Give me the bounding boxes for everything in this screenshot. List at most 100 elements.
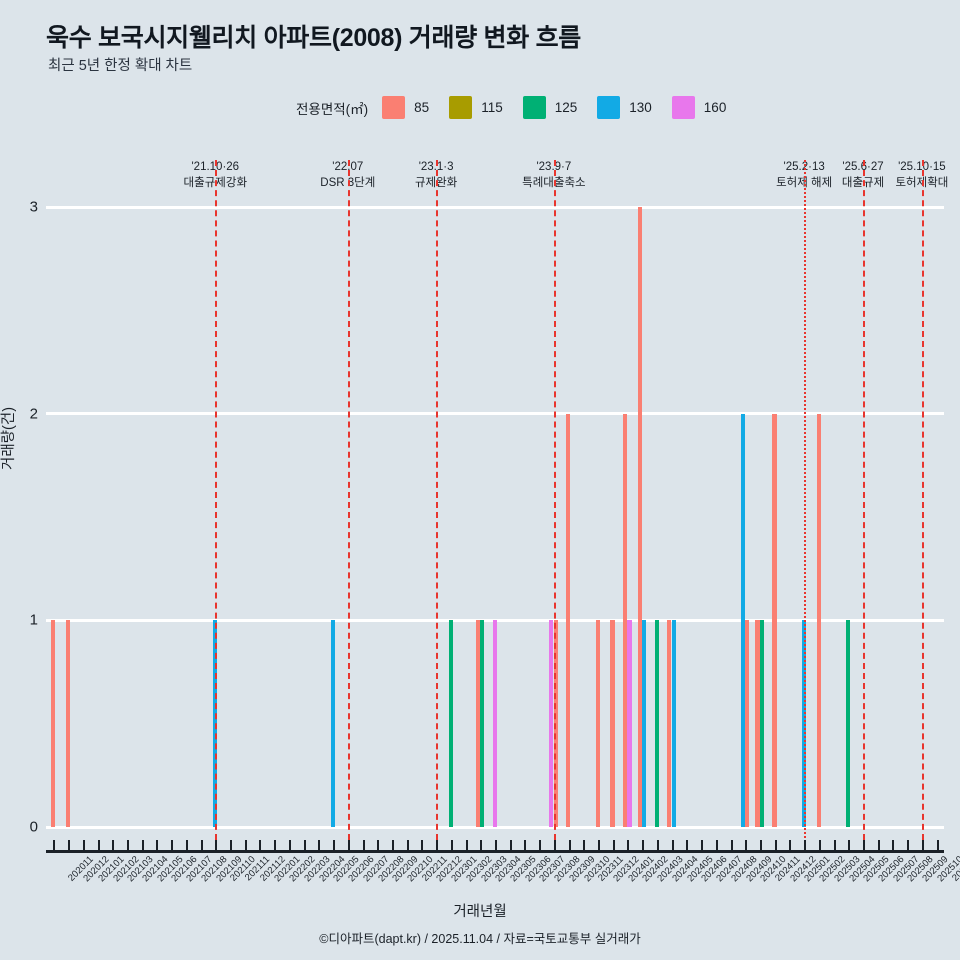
bar[interactable]: [816, 413, 821, 827]
x-tick-mark: [730, 840, 733, 851]
x-axis-tick-marks: [46, 840, 944, 852]
x-tick-mark: [553, 840, 556, 851]
bar[interactable]: [492, 620, 497, 827]
bar[interactable]: [212, 620, 218, 827]
event-line-7: [921, 160, 924, 850]
x-tick-mark: [745, 840, 748, 851]
x-tick-mark: [598, 840, 601, 851]
x-tick-mark: [612, 840, 615, 851]
y-tick-label-3: 3: [29, 198, 38, 216]
gridline-0: [46, 825, 944, 829]
bar[interactable]: [667, 620, 672, 827]
bar[interactable]: [671, 620, 676, 827]
y-tick-label-1: 1: [29, 611, 38, 629]
x-tick-mark: [303, 840, 306, 851]
bar[interactable]: [553, 620, 559, 827]
legend-swatch-115: [449, 96, 473, 119]
x-tick-mark: [907, 840, 910, 851]
x-tick-mark: [465, 840, 468, 851]
bar[interactable]: [330, 620, 335, 827]
x-tick-mark: [200, 840, 203, 851]
x-tick-mark: [156, 840, 159, 851]
legend-item-115[interactable]: 115: [449, 96, 517, 119]
plot-area: [46, 160, 944, 850]
bar[interactable]: [759, 620, 765, 827]
x-tick-mark: [671, 840, 674, 851]
bar[interactable]: [654, 620, 659, 827]
gridline-3: [46, 205, 944, 209]
bar[interactable]: [475, 620, 480, 827]
x-tick-mark: [259, 840, 262, 851]
x-tick-mark: [627, 840, 630, 851]
x-tick-mark: [877, 840, 880, 851]
bar[interactable]: [566, 413, 571, 827]
bar[interactable]: [65, 620, 70, 827]
x-tick-mark: [480, 840, 483, 851]
annotation-date: '22.07: [332, 161, 364, 173]
bar[interactable]: [622, 413, 628, 827]
x-tick-mark: [362, 840, 365, 851]
bar[interactable]: [51, 620, 56, 827]
legend: 전용면적(㎡) 85 115 125 130 160: [296, 96, 746, 119]
x-tick-mark: [774, 840, 777, 851]
bar[interactable]: [801, 620, 807, 827]
bar[interactable]: [595, 620, 600, 827]
bar[interactable]: [480, 620, 485, 827]
legend-item-85[interactable]: 85: [382, 96, 443, 119]
bar[interactable]: [448, 620, 453, 827]
x-tick-mark: [126, 840, 129, 851]
x-tick-mark: [333, 840, 336, 851]
bar[interactable]: [740, 413, 745, 827]
x-tick-mark: [421, 840, 424, 851]
y-tick-label-2: 2: [29, 405, 38, 423]
bar[interactable]: [549, 620, 554, 827]
bar[interactable]: [755, 620, 760, 827]
x-tick-mark: [68, 840, 71, 851]
x-tick-mark: [406, 840, 409, 851]
x-tick-mark: [921, 840, 924, 851]
event-line-6: [863, 160, 866, 850]
legend-item-125[interactable]: 125: [522, 96, 592, 119]
bar[interactable]: [642, 620, 647, 827]
bar[interactable]: [772, 413, 777, 827]
x-tick-mark: [863, 840, 866, 851]
bar[interactable]: [745, 620, 750, 827]
legend-swatch-125: [522, 96, 546, 119]
legend-swatch-130: [597, 96, 621, 119]
x-tick-mark: [185, 840, 188, 851]
x-tick-mark: [288, 840, 291, 851]
legend-label-125: 125: [554, 100, 578, 115]
legend-label-160: 160: [703, 100, 727, 115]
annotation-date: '25.10·15: [898, 161, 946, 173]
x-axis-label: 거래년월: [453, 904, 507, 920]
event-line-3: [436, 160, 439, 850]
x-tick-mark: [539, 840, 542, 851]
x-tick-mark: [583, 840, 586, 851]
x-tick-mark: [171, 840, 174, 851]
bar[interactable]: [627, 620, 632, 827]
x-tick-mark: [568, 840, 571, 851]
legend-item-160[interactable]: 160: [671, 96, 741, 119]
x-tick-mark: [141, 840, 144, 851]
legend-label-115: 115: [481, 100, 503, 115]
legend-swatch-160: [671, 96, 695, 119]
event-line-5: [804, 160, 807, 850]
x-tick-mark: [833, 840, 836, 851]
y-axis-label: 거래량(건): [1, 406, 17, 470]
bar[interactable]: [637, 207, 642, 827]
x-tick-mark: [789, 840, 792, 851]
x-tick-mark: [244, 840, 247, 851]
x-tick-mark: [112, 840, 115, 851]
event-line-1: [215, 160, 218, 850]
bar[interactable]: [846, 620, 851, 827]
legend-label-130: 130: [629, 100, 652, 115]
x-tick-mark: [347, 840, 350, 851]
legend-item-130[interactable]: 130: [597, 96, 666, 119]
y-axis-ticks: 0 1 2 3: [0, 199, 38, 836]
page-title: 욱수 보국시지웰리치 아파트(2008) 거래량 변화 흐름: [46, 24, 581, 52]
x-tick-mark: [215, 840, 218, 851]
x-tick-mark: [804, 840, 807, 851]
bar[interactable]: [610, 620, 615, 827]
x-tick-mark: [642, 840, 645, 851]
x-tick-mark: [936, 840, 939, 851]
